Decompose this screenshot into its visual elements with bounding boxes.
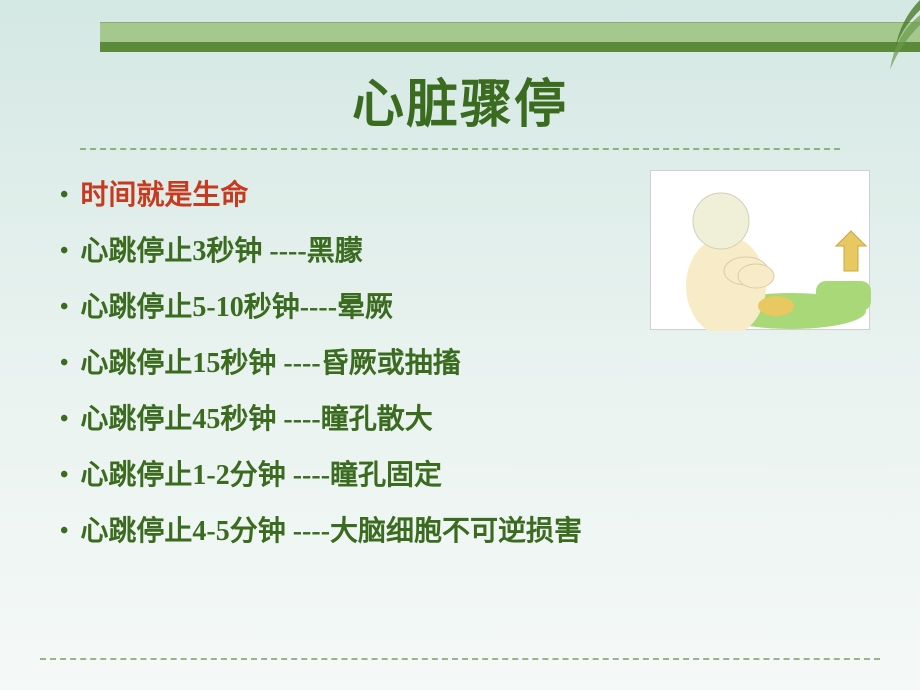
list-item: • 心跳停止15秒钟 ----昏厥或抽搐	[60, 343, 860, 385]
bullet-icon: •	[60, 231, 68, 272]
bullet-icon: •	[60, 455, 68, 496]
footer-divider	[40, 658, 880, 660]
list-item: • 心跳停止1-2分钟 ----瞳孔固定	[60, 455, 860, 497]
bullet-icon: •	[60, 287, 68, 328]
list-item: • 心跳停止4-5分钟 ----大脑细胞不可逆损害	[60, 511, 860, 553]
bullet-icon: •	[60, 399, 68, 440]
title-divider	[80, 148, 840, 150]
list-item: • 时间就是生命	[60, 175, 860, 217]
list-item: • 心跳停止5-10秒钟----晕厥	[60, 287, 860, 329]
bullet-icon: •	[60, 343, 68, 384]
bullet-text: 心跳停止3秒钟 ----黑朦	[80, 231, 860, 273]
list-item: • 心跳停止3秒钟 ----黑朦	[60, 231, 860, 273]
bullet-text: 心跳停止4-5分钟 ----大脑细胞不可逆损害	[80, 511, 860, 553]
header-bar-light	[100, 22, 920, 42]
bullet-text: 心跳停止5-10秒钟----晕厥	[80, 287, 860, 329]
bullet-text: 心跳停止45秒钟 ----瞳孔散大	[80, 399, 860, 441]
bullet-icon: •	[60, 511, 68, 552]
header-bar-dark	[100, 42, 920, 52]
bullet-text: 心跳停止15秒钟 ----昏厥或抽搐	[80, 343, 860, 385]
list-item: • 心跳停止45秒钟 ----瞳孔散大	[60, 399, 860, 441]
bullet-list: • 时间就是生命 • 心跳停止3秒钟 ----黑朦 • 心跳停止5-10秒钟--…	[60, 175, 860, 567]
bullet-text: 心跳停止1-2分钟 ----瞳孔固定	[80, 455, 860, 497]
bullet-icon: •	[60, 175, 68, 216]
bullet-text: 时间就是生命	[80, 175, 860, 217]
slide-title: 心脏骤停	[0, 62, 920, 137]
